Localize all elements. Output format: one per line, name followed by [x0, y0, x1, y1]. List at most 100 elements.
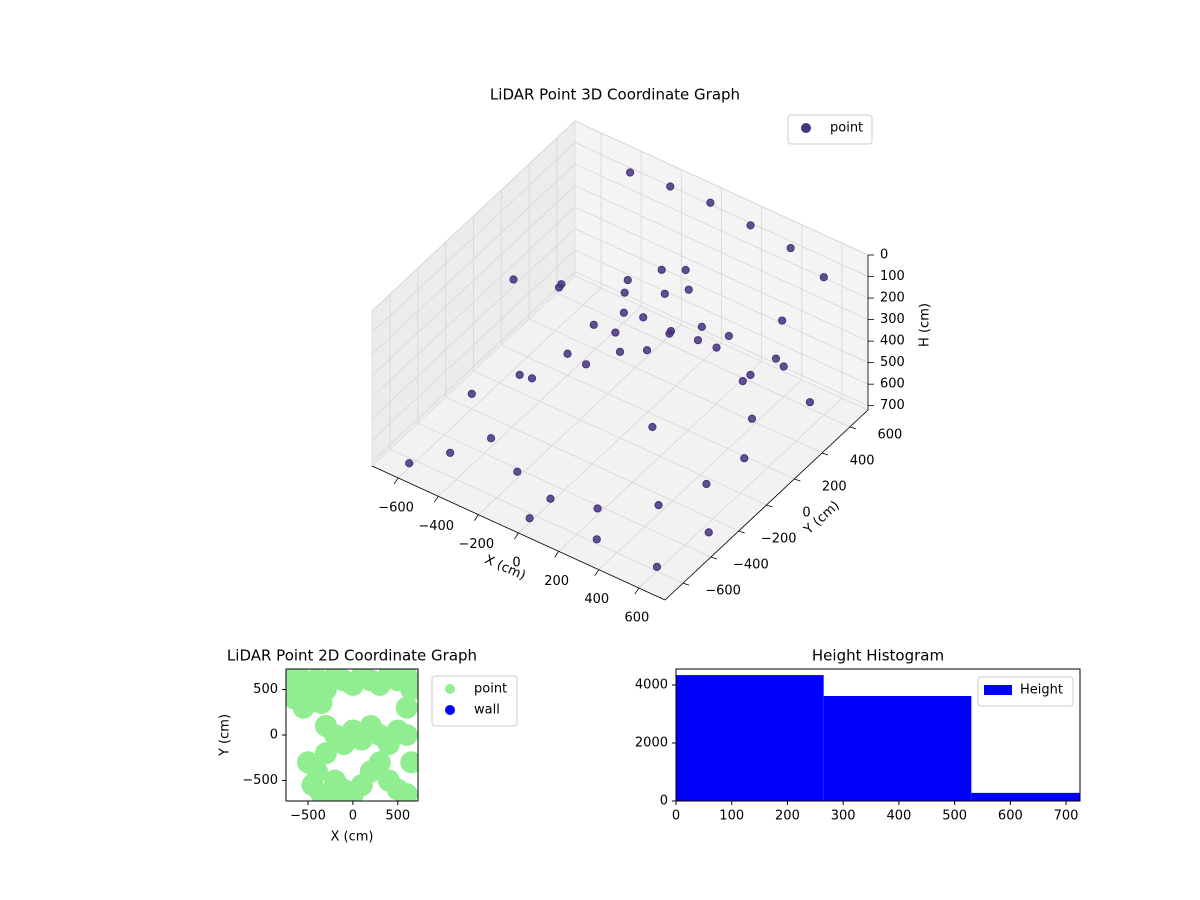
y-axis-line: [664, 409, 869, 601]
point: [593, 504, 602, 513]
legend-box: [787, 114, 873, 145]
x-axis-label: X (cm): [331, 830, 374, 845]
point: [400, 678, 418, 701]
point: [405, 459, 414, 468]
chart-title: LiDAR Point 3D Coordinate Graph: [490, 86, 740, 104]
z-tick-label: 0: [880, 248, 888, 263]
point: [681, 265, 690, 275]
y-tick-label: 200: [822, 479, 847, 494]
axes-frame: [675, 668, 1081, 802]
grid-line: [574, 249, 869, 385]
x-tick-label: −500: [290, 809, 326, 824]
point: [778, 316, 787, 325]
x-tick-label: 700: [1054, 809, 1079, 824]
grid-line: [574, 206, 869, 342]
legend-label: wall: [474, 703, 500, 718]
y-tick-label: 4000: [635, 677, 668, 692]
point: [626, 168, 635, 177]
point: [666, 182, 675, 191]
tick-mark: [433, 496, 439, 503]
x-tick-label: 600: [624, 611, 649, 626]
bar: [823, 695, 972, 801]
y-tick-label: 0: [660, 794, 668, 809]
grid-line: [574, 163, 869, 299]
legend-label: Height: [1020, 683, 1063, 698]
z-tick-label: 100: [880, 269, 905, 284]
tick-mark: [738, 530, 745, 534]
grid-line: [371, 142, 576, 333]
legend-label: point: [830, 121, 863, 136]
point: [395, 696, 418, 719]
x-axis-line: [371, 465, 666, 601]
point: [693, 336, 703, 345]
grid-line: [574, 120, 869, 256]
z-tick-label: 200: [880, 291, 905, 306]
x-tick-label: 400: [886, 809, 911, 824]
y-tick-label: 400: [850, 453, 875, 468]
bar: [676, 675, 824, 801]
point: [660, 289, 669, 298]
point: [395, 724, 418, 746]
tick-mark: [393, 477, 399, 485]
grid-line: [574, 142, 869, 277]
point: [319, 787, 342, 801]
point: [509, 275, 518, 284]
point: [805, 398, 815, 407]
grid-line: [371, 249, 576, 441]
z-tick-label: 700: [880, 398, 905, 413]
x-tick-label: 0: [672, 809, 680, 824]
x-tick-label: 0: [349, 809, 357, 824]
x-tick-label: 100: [719, 809, 744, 824]
grid-line: [371, 206, 576, 398]
point: [546, 494, 555, 503]
tick-mark: [710, 556, 718, 560]
x-tick-label: 300: [831, 809, 856, 824]
chart-title: Height Histogram: [812, 647, 944, 665]
point: [712, 343, 721, 352]
point: [310, 692, 333, 715]
grid-line: [371, 120, 576, 312]
point: [400, 751, 418, 774]
point: [786, 243, 795, 253]
point: [527, 374, 537, 383]
grid-line: [371, 228, 576, 419]
point: [314, 742, 337, 765]
grid-line: [371, 271, 576, 462]
grid-line: [417, 422, 712, 558]
point: [615, 347, 625, 356]
x-tick-label: 400: [584, 592, 609, 607]
point: [771, 354, 781, 363]
legend-marker: [801, 123, 811, 133]
y-tick-label: −600: [705, 584, 741, 599]
point: [513, 467, 522, 476]
point: [704, 528, 713, 537]
plot-area: [286, 669, 418, 801]
tick-mark: [821, 452, 829, 456]
point: [652, 562, 662, 571]
point: [648, 422, 657, 432]
legend-marker: [984, 685, 1012, 695]
tick-mark: [594, 569, 600, 576]
tick-mark: [514, 532, 519, 540]
x-tick-label: −200: [459, 537, 495, 552]
point: [581, 360, 591, 369]
grid-line: [445, 396, 739, 532]
y-tick-label: 500: [253, 682, 278, 697]
point: [684, 285, 693, 294]
point: [589, 320, 598, 329]
y-axis-label: Y (cm): [218, 714, 233, 757]
plot-area: [676, 675, 1080, 801]
y-tick-label: 0: [270, 728, 278, 743]
point: [724, 331, 733, 341]
legend-marker: [445, 684, 455, 694]
point: [611, 328, 620, 337]
z-tick-label: 300: [880, 312, 905, 327]
grid-line: [574, 228, 869, 364]
tick-mark: [474, 514, 479, 521]
grid-line: [371, 185, 576, 376]
point: [446, 448, 455, 457]
point: [779, 362, 788, 371]
point: [702, 479, 711, 489]
